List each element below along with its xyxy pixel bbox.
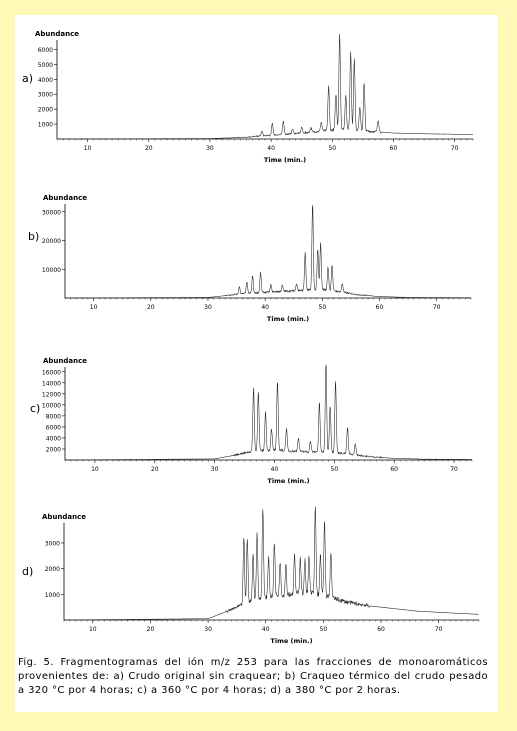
x-axis-label: Time (min.) bbox=[270, 637, 312, 645]
y-tick-label: 1000 bbox=[38, 122, 53, 129]
chromatogram-trace bbox=[64, 364, 472, 461]
chromatogram-c: Abundance 2000 4000 6000 8000 10000 12000 14000… bbox=[42, 357, 473, 485]
y-tick-label: 4000 bbox=[46, 435, 61, 442]
y-tick-label: 2000 bbox=[38, 107, 53, 114]
x-axis-label: Time (min.) bbox=[267, 477, 309, 485]
x-tick-label: 60 bbox=[376, 304, 384, 311]
x-tick-label: 30 bbox=[204, 626, 212, 633]
x-tick-label: 70 bbox=[435, 626, 443, 633]
y-axis-label: Abundance bbox=[35, 30, 79, 38]
x-tick-label: 40 bbox=[271, 466, 279, 473]
panel-label-c: c) bbox=[30, 402, 41, 415]
y-tick-label: 14000 bbox=[42, 380, 61, 387]
chromatogram-trace bbox=[56, 33, 473, 140]
x-tick-label: 20 bbox=[151, 466, 159, 473]
chromatogram-b: Abundance 10000 20000 30000 10 20 30 40 50 60 70 Ti… bbox=[42, 194, 472, 323]
x-tick-label: 60 bbox=[390, 145, 398, 152]
x-tick-label: 60 bbox=[377, 626, 385, 633]
x-tick-label: 70 bbox=[450, 466, 458, 473]
y-tick-label: 20000 bbox=[42, 238, 61, 245]
x-tick-label: 40 bbox=[261, 304, 269, 311]
y-axis-label: Abundance bbox=[43, 357, 87, 365]
chromatogram-trace bbox=[64, 205, 471, 299]
y-tick-label: 16000 bbox=[42, 369, 61, 376]
x-tick-label: 70 bbox=[433, 304, 441, 311]
x-tick-label: 30 bbox=[204, 304, 212, 311]
x-tick-label: 40 bbox=[267, 145, 275, 152]
x-tick-label: 10 bbox=[84, 145, 92, 152]
y-tick-label: 2000 bbox=[46, 446, 61, 453]
y-tick-label: 3000 bbox=[38, 92, 53, 99]
panel-label-a: a) bbox=[22, 72, 34, 85]
figure-caption: Fig. 5. Fragmentogramas del ión m/z 253 … bbox=[18, 657, 488, 696]
y-tick-label: 2000 bbox=[45, 566, 60, 573]
x-tick-label: 50 bbox=[320, 626, 328, 633]
x-tick-label: 30 bbox=[211, 466, 219, 473]
x-tick-label: 60 bbox=[390, 466, 398, 473]
y-axis-label: Abundance bbox=[42, 513, 86, 521]
y-tick-label: 1000 bbox=[45, 592, 60, 599]
x-axis-label: Time (min.) bbox=[264, 156, 306, 164]
y-tick-label: 10000 bbox=[42, 267, 61, 274]
y-axis-label: Abundance bbox=[43, 194, 87, 202]
x-axis-label: Time (min.) bbox=[267, 315, 309, 323]
y-tick-label: 30000 bbox=[42, 209, 61, 216]
x-tick-label: 40 bbox=[262, 626, 270, 633]
x-tick-label: 10 bbox=[91, 466, 99, 473]
chromatogram-d: Abundance 1000 2000 3000 10 20 30 40 50 60 70 Time … bbox=[42, 506, 480, 645]
y-tick-label: 8000 bbox=[46, 413, 61, 420]
figure-card bbox=[15, 15, 498, 712]
x-tick-label: 10 bbox=[89, 626, 97, 633]
y-tick-label: 6000 bbox=[46, 424, 61, 431]
chromatogram-trace bbox=[63, 506, 479, 621]
x-tick-label: 70 bbox=[451, 145, 459, 152]
x-tick-label: 50 bbox=[319, 304, 327, 311]
x-tick-label: 50 bbox=[331, 466, 339, 473]
x-tick-label: 20 bbox=[147, 626, 155, 633]
y-tick-label: 4000 bbox=[38, 77, 53, 84]
y-tick-label: 5000 bbox=[38, 62, 53, 69]
panel-label-b: b) bbox=[28, 230, 40, 243]
y-tick-label: 12000 bbox=[42, 391, 61, 398]
chromatogram-a: Abundance 1000 2000 3000 4000 5000 6000 10 20 30 4… bbox=[35, 30, 474, 164]
x-tick-label: 20 bbox=[145, 145, 153, 152]
y-tick-label: 3000 bbox=[45, 540, 60, 547]
panel-label-d: d) bbox=[22, 565, 34, 578]
x-tick-label: 20 bbox=[147, 304, 155, 311]
x-tick-label: 30 bbox=[206, 145, 214, 152]
x-tick-label: 10 bbox=[90, 304, 98, 311]
y-tick-label: 10000 bbox=[42, 402, 61, 409]
x-tick-label: 50 bbox=[328, 145, 336, 152]
y-tick-label: 6000 bbox=[38, 47, 53, 54]
